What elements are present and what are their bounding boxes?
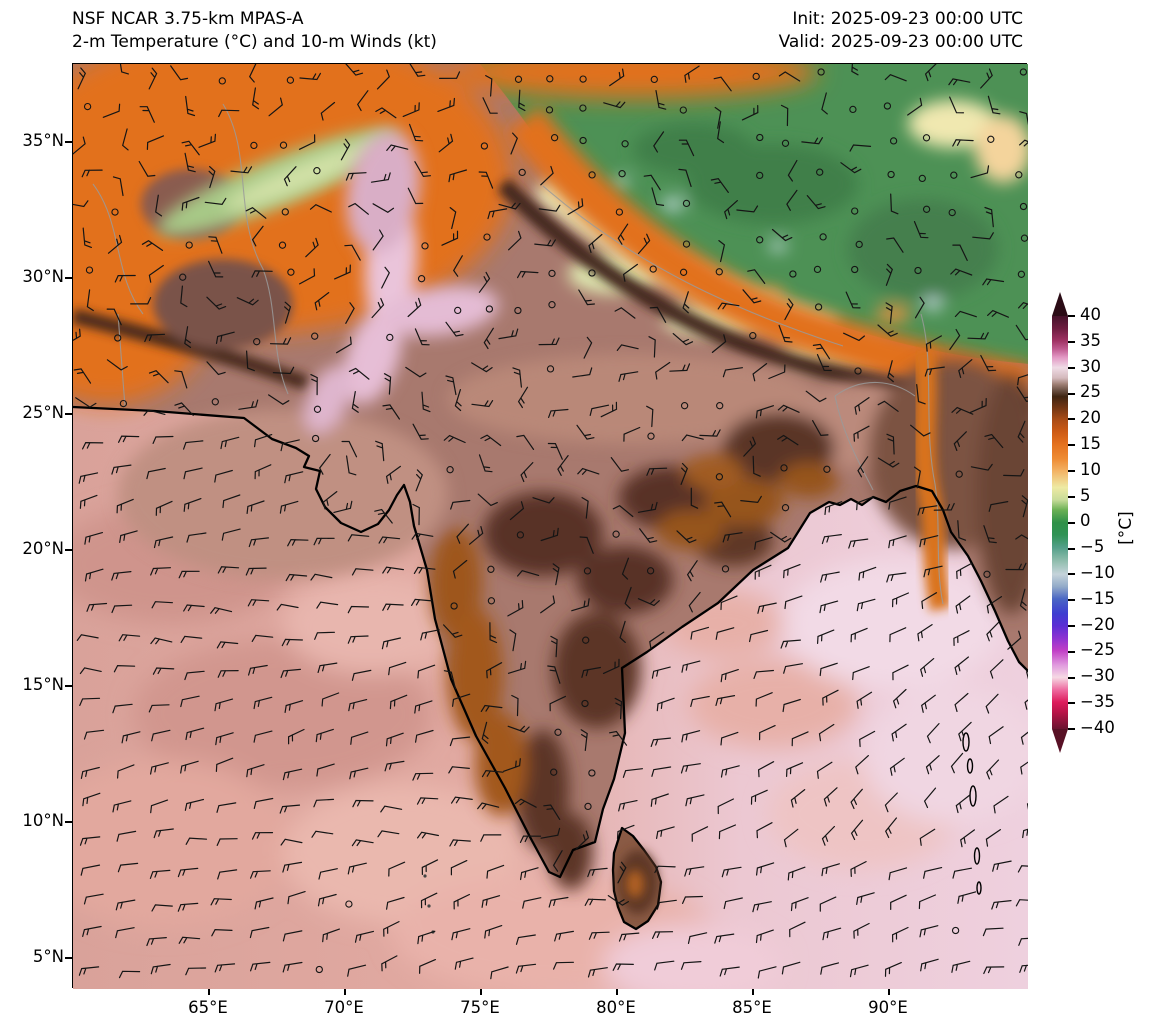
- colorbar-tick-n30: −30: [1080, 666, 1115, 685]
- colorbar-tick-n25: −25: [1080, 640, 1115, 659]
- lon-label-80e: 80°E: [596, 998, 636, 1017]
- lon-label-70e: 70°E: [324, 998, 364, 1017]
- colorbar-tick-10: 10: [1080, 460, 1101, 479]
- colorbar-tickmark: [1068, 496, 1075, 498]
- land-texture: [118, 130, 1028, 890]
- colorbar-tickmark: [1068, 651, 1075, 653]
- lat-label-25n: 25°N: [22, 403, 64, 422]
- lat-tickmark: [65, 413, 72, 415]
- ocean-texture: [73, 504, 1028, 989]
- green-valley-nw-inner: [224, 142, 382, 210]
- lon-tickmark: [888, 988, 890, 995]
- colorbar-tick-15: 15: [1080, 434, 1101, 453]
- lon-label-65e: 65°E: [188, 998, 228, 1017]
- sri-lanka-hot-spot: [626, 870, 644, 898]
- lat-tickmark: [65, 685, 72, 687]
- lon-tickmark: [208, 988, 210, 995]
- colorbar-tickmark: [1068, 522, 1075, 524]
- colorbar-over-arrow: [1052, 292, 1068, 316]
- colorbar-tickmark: [1068, 548, 1075, 550]
- lon-label-75e: 75°E: [460, 998, 500, 1017]
- lon-label-90e: 90°E: [868, 998, 908, 1017]
- init-time: Init: 2025-09-23 00:00 UTC: [792, 9, 1023, 29]
- colorbar-tick-40: 40: [1080, 305, 1101, 324]
- map-plot-area: [72, 63, 1028, 989]
- lat-label-5n: 5°N: [32, 947, 64, 966]
- lon-tickmark: [480, 988, 482, 995]
- field-subtitle: 2-m Temperature (°C) and 10-m Winds (kt): [72, 32, 437, 52]
- temperature-wind-map: [73, 64, 1028, 989]
- lat-tickmark: [65, 277, 72, 279]
- colorbar-tick-30: 30: [1080, 357, 1101, 376]
- colorbar-tick-n15: −15: [1080, 589, 1115, 608]
- colorbar-tick-25: 25: [1080, 382, 1101, 401]
- lat-label-35n: 35°N: [22, 131, 64, 150]
- lon-tickmark: [752, 988, 754, 995]
- colorbar-tickmark: [1068, 341, 1075, 343]
- time-block: Init: 2025-09-23 00:00 UTC Valid: 2025-0…: [779, 8, 1023, 54]
- wind-barbs-layer: [73, 64, 1028, 980]
- colorbar-tick-n5: −5: [1080, 537, 1105, 556]
- valid-time: Valid: 2025-09-23 00:00 UTC: [778, 32, 1023, 52]
- colorbar-tick-0: 0: [1080, 511, 1091, 530]
- colorbar-tickmark: [1068, 625, 1075, 627]
- colorbar-tick-20: 20: [1080, 408, 1101, 427]
- colorbar-tickmark: [1068, 677, 1075, 679]
- colorbar-tickmark: [1068, 728, 1075, 730]
- lat-tickmark: [65, 821, 72, 823]
- colorbar-tickmark: [1068, 315, 1075, 317]
- lat-tickmark: [65, 549, 72, 551]
- title-block: NSF NCAR 3.75-km MPAS-A 2-m Temperature …: [72, 8, 437, 54]
- colorbar-tickmark: [1068, 418, 1075, 420]
- colorbar-tick-n40: −40: [1080, 718, 1115, 737]
- lon-tickmark: [616, 988, 618, 995]
- colorbar-tick-n20: −20: [1080, 615, 1115, 634]
- colorbar-tickmark: [1068, 444, 1075, 446]
- lat-label-20n: 20°N: [22, 539, 64, 558]
- colorbar: [1052, 316, 1068, 729]
- colorbar-tickmark: [1068, 573, 1075, 575]
- lat-label-30n: 30°N: [22, 267, 64, 286]
- colorbar-tick-n35: −35: [1080, 692, 1115, 711]
- lat-label-10n: 10°N: [22, 811, 64, 830]
- model-title: NSF NCAR 3.75-km MPAS-A: [72, 9, 304, 29]
- colorbar-tick-n10: −10: [1080, 563, 1115, 582]
- colorbar-tickmark: [1068, 393, 1075, 395]
- colorbar-tickmark: [1068, 367, 1075, 369]
- colorbar-tickmark: [1068, 599, 1075, 601]
- colorbar-tickmark: [1068, 470, 1075, 472]
- colorbar-unit-label: [°C]: [1116, 511, 1136, 545]
- colorbar-tick-5: 5: [1080, 486, 1091, 505]
- lat-tickmark: [65, 141, 72, 143]
- country-borders: [92, 103, 944, 605]
- lat-label-15n: 15°N: [22, 675, 64, 694]
- lon-tickmark: [344, 988, 346, 995]
- colorbar-tick-35: 35: [1080, 331, 1101, 350]
- lat-tickmark: [65, 957, 72, 959]
- lon-label-85e: 85°E: [732, 998, 772, 1017]
- andaman-islands: [962, 732, 982, 895]
- colorbar-tickmark: [1068, 702, 1075, 704]
- colorbar-under-arrow: [1052, 729, 1068, 753]
